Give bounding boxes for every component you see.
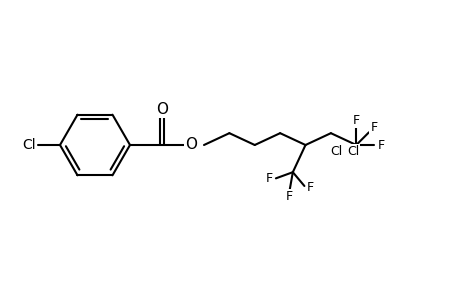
Text: F: F	[306, 182, 313, 194]
Text: Cl: Cl	[346, 145, 358, 158]
Text: F: F	[285, 190, 293, 203]
Text: F: F	[377, 139, 384, 152]
Text: O: O	[185, 136, 196, 152]
Text: F: F	[265, 172, 272, 185]
Text: O: O	[156, 101, 168, 116]
Text: F: F	[352, 113, 359, 127]
Text: Cl: Cl	[329, 145, 341, 158]
Text: F: F	[369, 121, 377, 134]
Text: Cl: Cl	[22, 138, 36, 152]
